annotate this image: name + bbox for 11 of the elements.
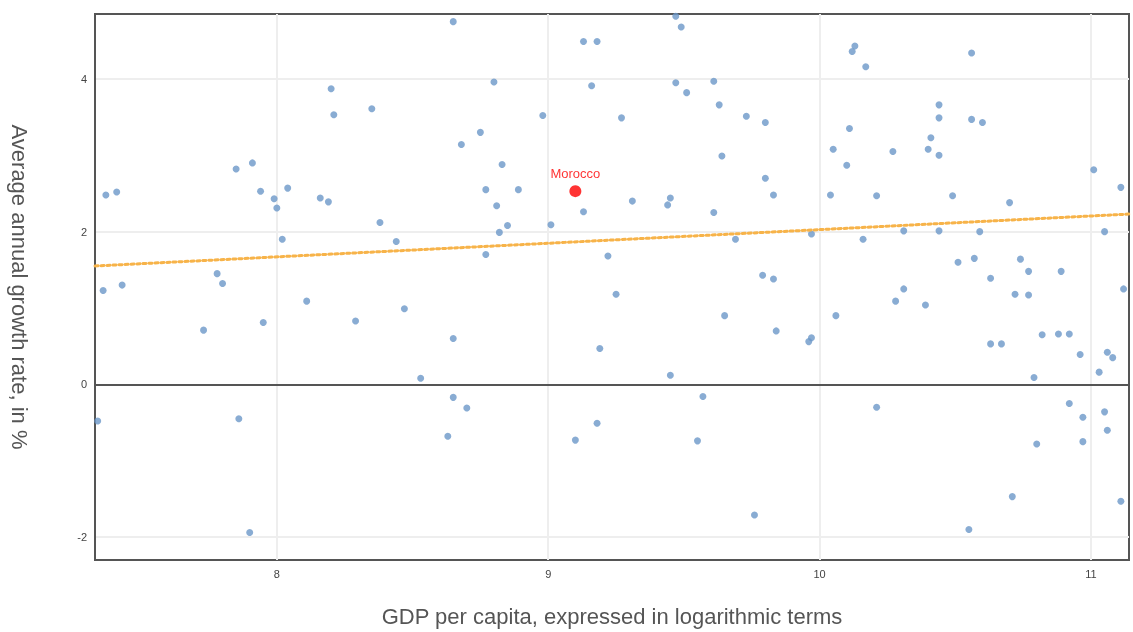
- y-tick-label: -2: [77, 531, 87, 544]
- y-tick-label: 4: [80, 72, 87, 85]
- x-tick-label: 9: [545, 567, 552, 580]
- x-tick-label: 8: [273, 567, 280, 580]
- x-tick-label: 10: [813, 567, 826, 580]
- series-label: Morocco: [550, 166, 601, 182]
- y-tick-label: 0: [80, 378, 87, 391]
- x-tick-label: 11: [1085, 567, 1097, 580]
- x-axis-title: GDP per capita, expressed in logarithmic terms: [381, 603, 843, 629]
- y-tick-label: 2: [80, 225, 87, 238]
- y-axis-title: Average annual growth rate, in %: [6, 124, 32, 450]
